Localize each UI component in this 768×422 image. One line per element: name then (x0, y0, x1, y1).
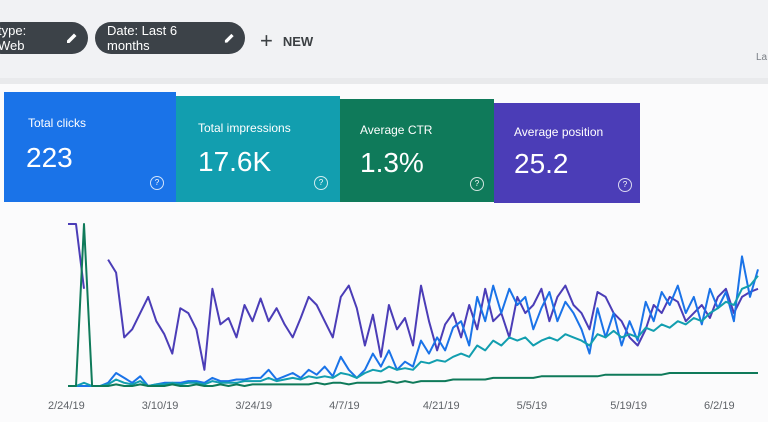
total-clicks-label: Total clicks (28, 116, 87, 130)
x-tick-label: 5/5/19 (517, 400, 548, 412)
series-line-teal (68, 275, 759, 387)
cut-off-label: La (756, 52, 768, 63)
average-position-tile[interactable]: Average position 25.2 ? (494, 103, 640, 203)
filter-bar: type: Web Date: Last 6 months + NEW La (0, 0, 768, 78)
series-layer (68, 223, 759, 387)
type-filter-label: type: Web (0, 23, 27, 53)
total-impressions-tile[interactable]: Total impressions 17.6K ? (176, 96, 340, 202)
help-icon[interactable]: ? (150, 176, 164, 190)
new-filter-label: NEW (282, 33, 314, 49)
total-clicks-value: 223 (26, 142, 73, 173)
x-tick-label: 4/7/19 (329, 400, 360, 412)
series-line-blue (68, 255, 759, 387)
help-icon[interactable]: ? (314, 176, 328, 190)
average-ctr-value: 1.3% (360, 147, 424, 178)
x-tick-label: 3/24/19 (235, 400, 272, 412)
total-clicks-tile[interactable]: Total clicks 223 ? (4, 92, 176, 202)
x-tick-label: 3/10/19 (142, 400, 179, 412)
type-filter-chip[interactable]: type: Web (0, 22, 88, 54)
new-filter-button[interactable]: + NEW (260, 27, 313, 55)
date-filter-chip[interactable]: Date: Last 6 months (95, 22, 245, 54)
x-axis: 2/24/19 3/10/19 3/24/19 4/7/19 4/21/19 5/5/19… (48, 400, 735, 412)
average-ctr-label: Average CTR (360, 123, 433, 137)
help-icon[interactable]: ? (618, 178, 632, 192)
average-position-value: 25.2 (514, 148, 569, 179)
average-position-label: Average position (514, 125, 604, 139)
average-ctr-tile[interactable]: Average CTR 1.3% ? (340, 99, 494, 202)
x-tick-label: 2/24/19 (48, 400, 85, 412)
x-tick-label: 6/2/19 (704, 400, 735, 412)
help-icon[interactable]: ? (470, 177, 484, 191)
series-line-purple (68, 223, 759, 371)
pencil-icon[interactable] (224, 32, 235, 44)
performance-chart[interactable]: 2/24/19 3/10/19 3/24/19 4/7/19 4/21/19 5/5/19… (0, 210, 768, 422)
total-impressions-label: Total impressions (198, 121, 291, 135)
x-tick-label: 5/19/19 (610, 400, 647, 412)
total-impressions-value: 17.6K (198, 146, 272, 177)
date-filter-label: Date: Last 6 months (107, 23, 178, 53)
pencil-icon[interactable] (66, 32, 78, 44)
plus-icon: + (260, 28, 273, 53)
series-line-green (68, 223, 758, 387)
x-tick-label: 4/21/19 (423, 400, 460, 412)
